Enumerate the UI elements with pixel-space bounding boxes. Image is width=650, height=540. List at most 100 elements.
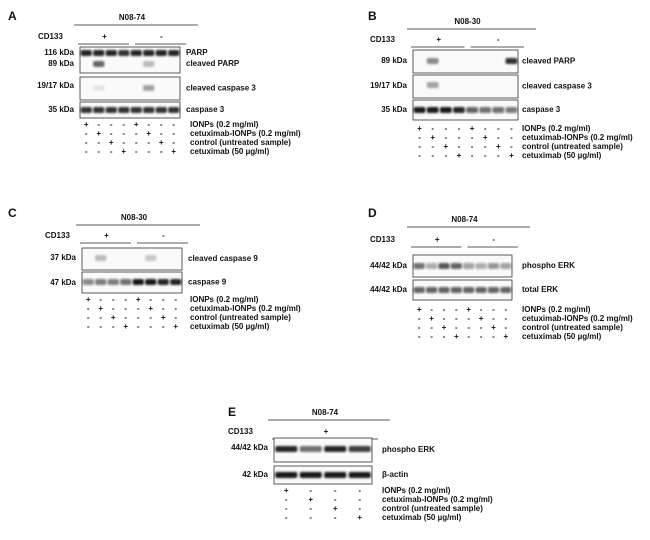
band <box>95 279 107 285</box>
band <box>157 279 169 285</box>
treatment-sign: - <box>137 304 140 313</box>
treatment-label: cetuximab (50 µg/ml) <box>190 147 270 156</box>
treatment-sign: - <box>172 120 175 129</box>
treatment-sign: - <box>444 133 447 142</box>
cell-line: N08-74 <box>312 408 339 417</box>
group-sign: + <box>102 32 107 41</box>
band <box>425 287 438 293</box>
band <box>132 279 144 285</box>
group-sign: - <box>162 231 165 240</box>
blot-frame <box>79 101 181 119</box>
panel-label: E <box>228 405 236 419</box>
band <box>170 279 182 285</box>
treatment-sign: - <box>418 332 421 341</box>
treatment-sign: - <box>110 129 113 138</box>
treatment-sign: + <box>111 313 116 322</box>
band <box>426 58 439 64</box>
treatment-sign: - <box>85 129 88 138</box>
treatment-sign: + <box>442 323 447 332</box>
band <box>120 279 132 285</box>
band <box>426 82 439 88</box>
treatment-sign: - <box>334 486 337 495</box>
band <box>425 263 438 269</box>
treatment-sign: - <box>285 495 288 504</box>
treatment-sign: - <box>480 305 483 314</box>
group-label: CD133 <box>45 231 70 240</box>
treatment-sign: + <box>123 322 128 331</box>
blot-frame <box>412 254 513 278</box>
blot-frame <box>412 279 513 301</box>
treatment-sign: + <box>454 332 459 341</box>
band <box>107 279 119 285</box>
band <box>143 61 155 67</box>
treatment-label: IONPs (0.2 mg/ml) <box>382 486 451 495</box>
kda-label: 44/42 kDa <box>370 261 407 270</box>
band <box>475 263 487 269</box>
protein-label: phospho ERK <box>382 445 435 454</box>
band <box>95 255 107 261</box>
band <box>413 107 426 113</box>
treatment-sign: + <box>479 314 484 323</box>
panel-label: B <box>368 9 377 23</box>
blot-frame <box>412 74 519 99</box>
treatment-sign: - <box>418 151 421 160</box>
band <box>439 107 452 113</box>
treatment-sign: - <box>160 129 163 138</box>
band <box>450 263 462 269</box>
treatment-label: control (untreated sample) <box>522 142 623 151</box>
treatment-sign: - <box>467 332 470 341</box>
group-sign: - <box>497 35 500 44</box>
treatment-sign: + <box>417 305 422 314</box>
treatment-sign: + <box>121 147 126 156</box>
band <box>463 263 475 269</box>
treatment-sign: + <box>503 332 508 341</box>
treatment-sign: - <box>510 124 513 133</box>
kda-label: 44/42 kDa <box>370 285 407 294</box>
treatment-sign: - <box>431 142 434 151</box>
treatment-sign: - <box>497 124 500 133</box>
treatment-sign: - <box>480 332 483 341</box>
treatment-sign: - <box>455 314 458 323</box>
treatment-sign: - <box>149 313 152 322</box>
protein-label: caspase 3 <box>522 105 561 114</box>
band <box>500 287 512 293</box>
treatment-sign: - <box>97 138 100 147</box>
treatment-label: cetuximab (50 µg/ml) <box>522 332 602 341</box>
treatment-sign: - <box>358 504 361 513</box>
treatment-sign: - <box>85 147 88 156</box>
treatment-sign: - <box>510 133 513 142</box>
treatment-sign: - <box>471 142 474 151</box>
band <box>426 107 439 113</box>
treatment-sign: - <box>135 147 138 156</box>
treatment-sign: - <box>174 313 177 322</box>
cell-line: N08-74 <box>451 215 478 224</box>
group-sign: + <box>324 427 329 436</box>
treatment-label: IONPs (0.2 mg/ml) <box>522 124 591 133</box>
treatment-sign: + <box>173 322 178 331</box>
treatment-sign: + <box>161 313 166 322</box>
band <box>105 107 117 113</box>
treatment-sign: - <box>444 151 447 160</box>
treatment-sign: - <box>444 124 447 133</box>
treatment-sign: - <box>480 323 483 332</box>
band <box>80 107 92 113</box>
treatment-sign: - <box>122 138 125 147</box>
blot-frame <box>273 465 373 485</box>
band <box>453 107 465 113</box>
band <box>93 107 105 113</box>
treatment-sign: + <box>136 295 141 304</box>
treatment-sign: - <box>135 138 138 147</box>
treatment-sign: + <box>417 124 422 133</box>
group-label: CD133 <box>38 32 63 41</box>
band <box>143 107 155 113</box>
treatment-sign: - <box>510 142 513 151</box>
treatment-sign: + <box>483 133 488 142</box>
treatment-sign: - <box>174 304 177 313</box>
treatment-sign: - <box>497 151 500 160</box>
treatment-sign: - <box>504 314 507 323</box>
band <box>324 472 347 478</box>
band <box>93 50 105 56</box>
treatment-sign: + <box>466 305 471 314</box>
group-sign: - <box>160 32 163 41</box>
